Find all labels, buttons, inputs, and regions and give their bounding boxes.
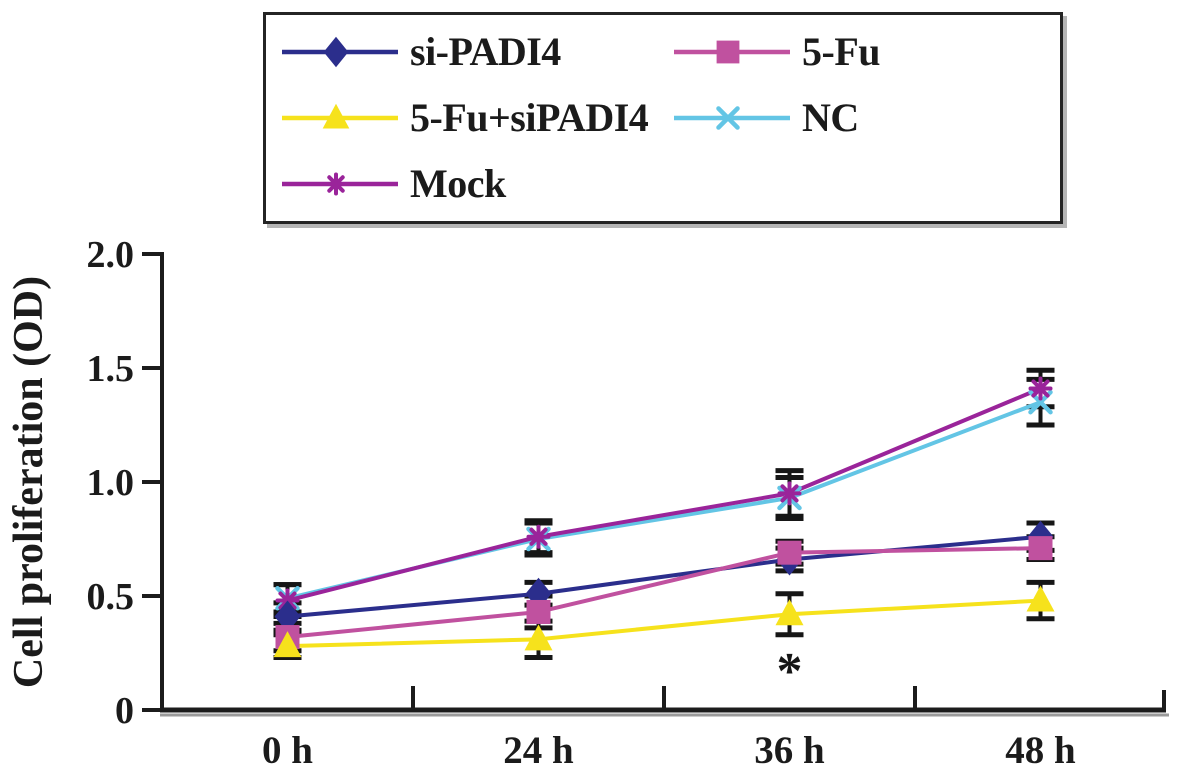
legend-marker-diamond-icon (282, 36, 398, 68)
data-point-mock-36-h (777, 481, 802, 506)
x-axis-label-36-h: 36 h (754, 729, 825, 772)
asterisk-center (1037, 385, 1044, 392)
y-axis-title: Cell proliferation (OD) (6, 276, 52, 688)
asterisk-center (535, 533, 542, 540)
legend-label-mock: Mock (410, 161, 506, 206)
data-point-mock-24-h (526, 524, 551, 549)
legend-marker-asterisk (324, 172, 348, 196)
legend-marker-x-icon (674, 106, 790, 130)
legend-item-nc: NC (672, 87, 1060, 149)
y-axis-tick-label: 0 (115, 690, 134, 732)
legend-marker-asterisk-icon (282, 172, 398, 196)
data-point-5-fu-sipadi4-24-h (524, 624, 553, 651)
y-axis-tick-label: 0.5 (87, 576, 135, 618)
series-line-5-fu-sipadi4 (287, 598, 1041, 649)
series-line-mock (287, 386, 1042, 603)
legend-item-5-fu: 5-Fu (672, 21, 1060, 83)
x-stroke (716, 106, 740, 130)
error-bars-5-fu (273, 534, 1055, 654)
legend-marker-triangle-icon (282, 103, 398, 129)
axes: 0 0.5 1.0 1.5 2.0 0 h 24 h 36 h 48 h (87, 234, 1169, 772)
legend: si-PADI4 5-Fu 5-Fu+siPADI4 NC Mock (263, 12, 1063, 224)
legend-item-mock: Mock (280, 153, 672, 215)
y-axis-tick-label: 2.0 (87, 234, 135, 276)
legend-label-5-fu-sipadi4: 5-Fu+siPADI4 (410, 95, 649, 140)
data-point-5-fu-48-h (1028, 536, 1053, 561)
x-axis-label-0-h: 0 h (262, 729, 313, 772)
legend-marker-x (716, 106, 740, 130)
data-point-si-padi4-0-h (274, 600, 301, 633)
error-bars-5-fu-sipadi4 (273, 579, 1055, 661)
legend-item-si-padi4: si-PADI4 (280, 21, 672, 83)
significance-asterisk: * (777, 643, 803, 700)
legend-item-5-fu-sipadi4: 5-Fu+siPADI4 (280, 87, 672, 149)
series-layer (273, 376, 1055, 658)
legend-marker-square (716, 40, 740, 64)
data-point-5-fu-sipadi4-48-h (1026, 585, 1055, 612)
legend-marker-triangle (322, 103, 350, 129)
legend-label-nc: NC (802, 95, 859, 140)
series-line-5-fu (287, 546, 1041, 640)
data-point-5-fu-sipadi4-36-h (775, 599, 804, 626)
asterisk-center (786, 490, 793, 497)
data-point-5-fu-sipadi4-0-h (273, 631, 302, 658)
data-point-5-fu-36-h (777, 540, 802, 565)
legend-label-si-padi4: si-PADI4 (410, 29, 561, 74)
data-point-5-fu-24-h (526, 599, 551, 624)
y-axis-tick-label: 1.0 (87, 462, 135, 504)
legend-marker-square-icon (674, 40, 790, 64)
legend-label-5-fu: 5-Fu (802, 29, 881, 74)
series-line-si-padi4 (287, 534, 1041, 619)
error-bars-mock (273, 367, 1055, 620)
legend-marker-diamond (323, 36, 349, 68)
x-axis-label-48-h: 48 h (1005, 729, 1076, 772)
asterisk-center (332, 180, 340, 188)
x-axis-label-24-h: 24 h (503, 729, 574, 772)
series-line-nc (287, 400, 1042, 601)
y-axis-tick-label: 1.5 (87, 348, 135, 390)
data-point-mock-48-h (1028, 376, 1053, 401)
